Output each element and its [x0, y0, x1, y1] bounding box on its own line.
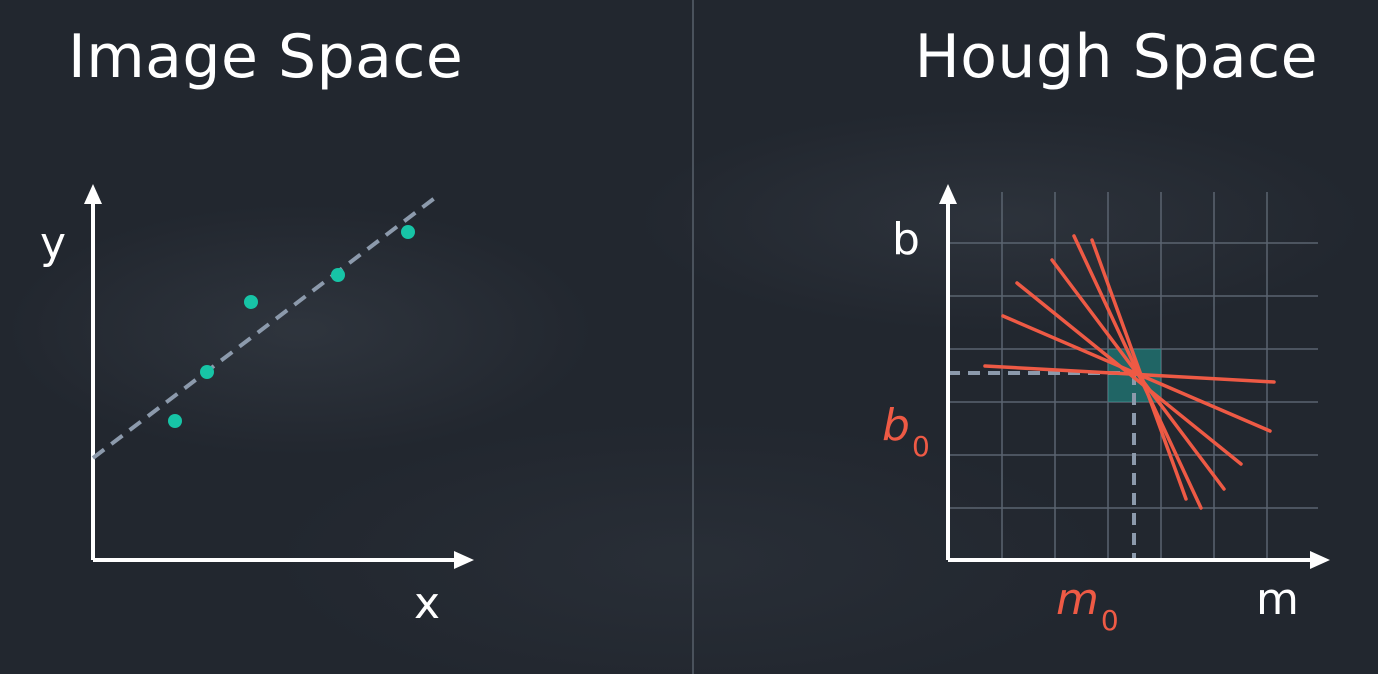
image-x-axis-label: x [414, 578, 441, 629]
hough-x-axis-label: m [1256, 574, 1299, 625]
data-point [168, 414, 182, 428]
hough-lines [983, 234, 1276, 510]
b0-label-sub: 0 [911, 430, 930, 463]
hough-y-axis-label: b [892, 214, 920, 265]
data-point [401, 225, 415, 239]
hough-line [1090, 238, 1188, 501]
data-point [244, 295, 258, 309]
hough-line [1015, 281, 1243, 466]
b0-label: b0 [882, 404, 930, 461]
m0-label-sub: 0 [1100, 604, 1119, 637]
image-y-axis-arrow [84, 184, 102, 204]
m0-label: m0 [1056, 578, 1119, 635]
data-point [200, 365, 214, 379]
hough-space-plot [939, 184, 1330, 569]
fitted-line [91, 192, 442, 460]
hough-y-axis-arrow [939, 184, 957, 204]
b0-label-main: b [882, 400, 910, 451]
data-point [331, 268, 345, 282]
hough-space-title: Hough Space [914, 22, 1318, 92]
m0-label-main: m [1056, 574, 1099, 625]
panel-divider [692, 0, 694, 674]
image-space-plot [84, 184, 474, 569]
image-x-axis-arrow [454, 551, 474, 569]
hough-grid [948, 192, 1318, 560]
hough-line [1072, 234, 1203, 510]
image-y-axis-label: y [40, 218, 67, 269]
image-space-title: Image Space [68, 22, 464, 92]
hough-x-axis-arrow [1310, 551, 1330, 569]
